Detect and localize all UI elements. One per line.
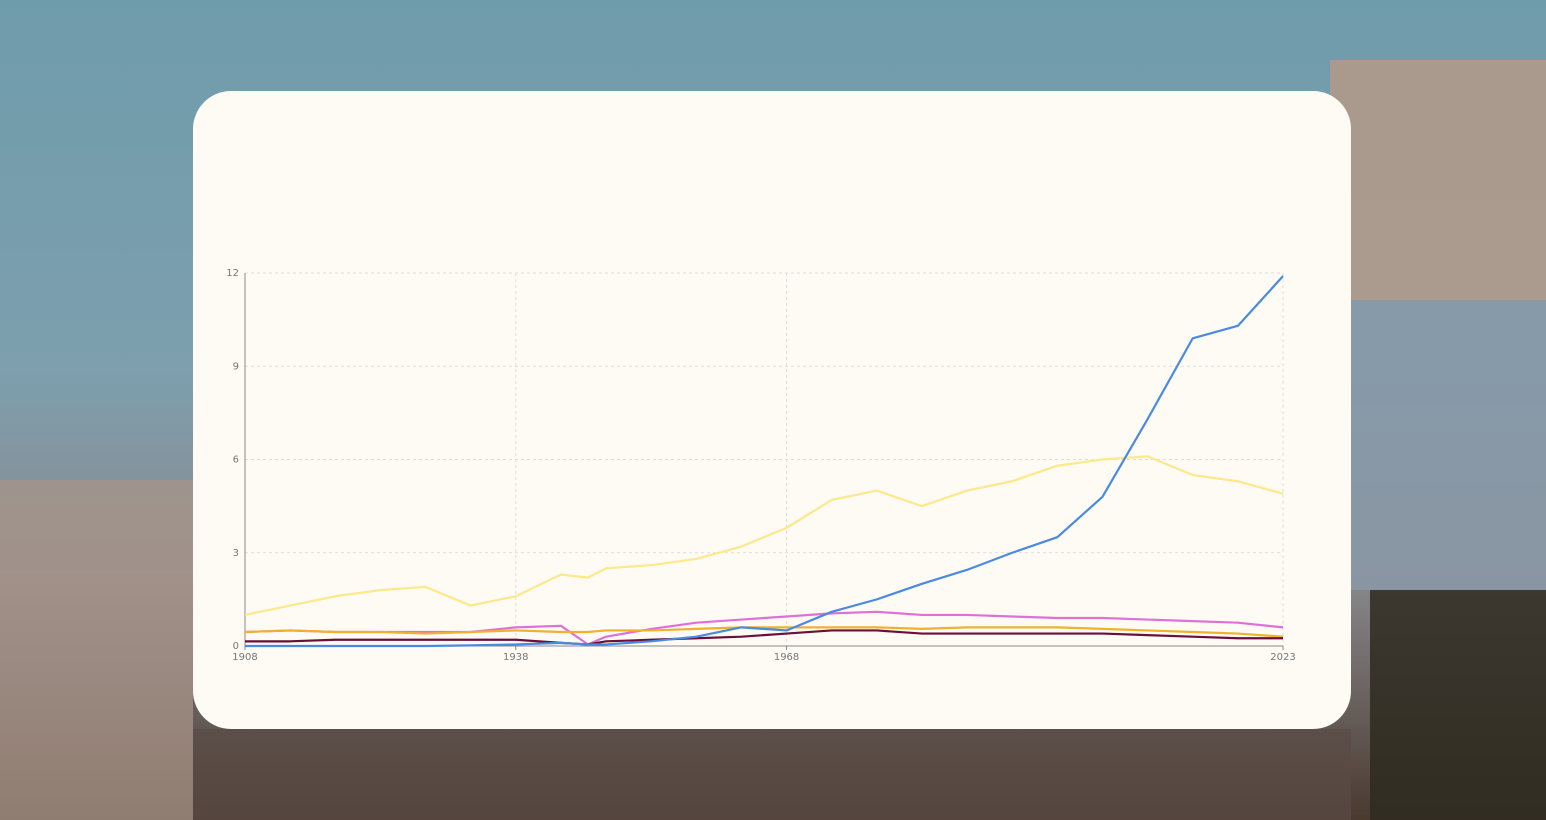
x-tick-label: 1908 <box>232 652 257 663</box>
background-block <box>1370 590 1546 820</box>
y-tick-label: 3 <box>233 548 239 559</box>
background-block <box>0 480 193 820</box>
background-block <box>1330 60 1546 300</box>
card <box>193 91 1351 729</box>
data-line <box>244 610 1284 646</box>
data-line <box>245 629 1283 646</box>
x-tick-label: 1938 <box>503 652 528 663</box>
y-tick-label: 12 <box>226 268 239 279</box>
background-block <box>1350 300 1546 590</box>
y-tick-label: 9 <box>233 361 239 372</box>
y-tick-label: 0 <box>233 641 239 652</box>
data-line <box>244 455 1284 616</box>
x-tick-label: 2023 <box>1270 652 1295 663</box>
y-tick-label: 6 <box>233 455 239 466</box>
background-block <box>193 729 1351 820</box>
x-tick-label: 1968 <box>774 652 799 663</box>
plot: 0 3 6 9 12 1908 1938 1968 2023 <box>226 268 1295 663</box>
data-line <box>245 275 1284 648</box>
